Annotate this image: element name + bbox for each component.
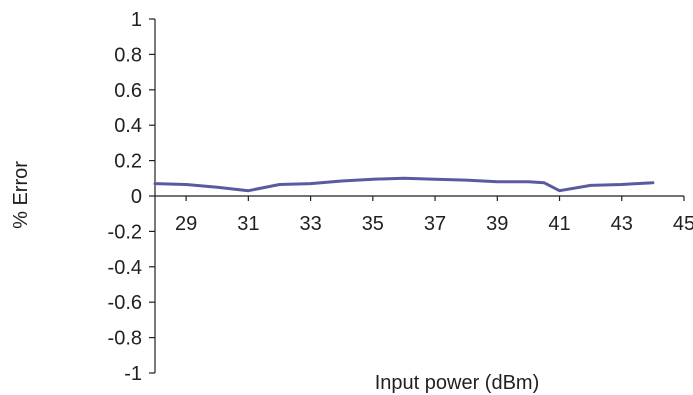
y-tick-label: -0.6: [108, 292, 142, 314]
x-tick-label: 33: [299, 213, 321, 235]
x-tick-label: 43: [611, 213, 633, 235]
x-tick-label: 29: [175, 213, 197, 235]
y-tick-label: 0.6: [114, 80, 142, 102]
x-tick-label: 35: [362, 213, 384, 235]
x-axis-title: Input power (dBm): [375, 372, 540, 394]
y-tick-label: 0.2: [114, 151, 142, 173]
y-axis-title: % Error: [10, 161, 32, 229]
series-line: [153, 176, 655, 193]
y-tick-label: -1: [124, 363, 142, 385]
y-tick-label: 0: [131, 186, 142, 208]
series-layer: [153, 176, 655, 193]
y-tick-label: 1: [131, 9, 142, 31]
x-tick-label: 39: [486, 213, 508, 235]
x-tick-label: 37: [424, 213, 446, 235]
x-tick-label: 41: [548, 213, 570, 235]
y-tick-label: -0.8: [108, 328, 142, 350]
x-axis: 29 31 33 35 37 39 41 43 45: [155, 195, 693, 235]
y-tick-label: 0.4: [114, 115, 142, 137]
x-tick-label: 31: [237, 213, 259, 235]
x-tick-label: 45: [673, 213, 693, 235]
y-tick-label: 0.8: [114, 44, 142, 66]
y-tick-label: -0.2: [108, 221, 142, 243]
y-axis: 1 0.8 0.6 0.4 0.2 0 -0.2 -0.4 -0.6 -0.8 -1: [108, 9, 156, 385]
y-tick-label: -0.4: [108, 257, 142, 279]
